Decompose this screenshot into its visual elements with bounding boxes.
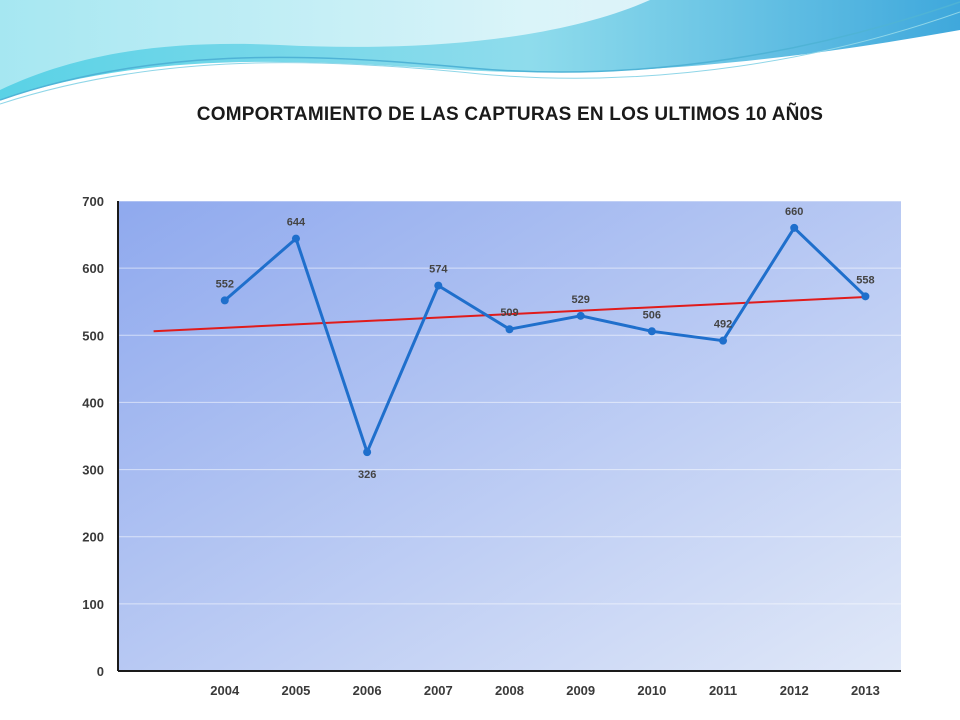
chart-title: COMPORTAMIENTO DE LAS CAPTURAS EN LOS UL… bbox=[196, 104, 824, 125]
data-point bbox=[363, 448, 372, 457]
y-tick-label: 0 bbox=[97, 664, 104, 679]
x-tick-label: 2011 bbox=[709, 683, 737, 698]
data-label: 644 bbox=[287, 217, 306, 229]
decorative-wave-header bbox=[0, 0, 960, 105]
data-point bbox=[576, 311, 585, 320]
data-label: 326 bbox=[358, 469, 376, 481]
data-point bbox=[647, 327, 656, 336]
data-point bbox=[291, 234, 300, 243]
y-tick-label: 400 bbox=[82, 395, 104, 410]
series-group bbox=[220, 223, 870, 457]
data-point bbox=[790, 223, 799, 232]
data-label: 506 bbox=[643, 309, 661, 321]
x-tick-label: 2004 bbox=[210, 683, 240, 698]
data-point bbox=[719, 336, 728, 345]
data-label: 558 bbox=[856, 274, 874, 286]
x-tick-label: 2010 bbox=[637, 683, 666, 698]
axes bbox=[117, 201, 901, 672]
x-tick-label: 2012 bbox=[780, 683, 809, 698]
series-line bbox=[223, 226, 867, 454]
data-point bbox=[434, 281, 443, 290]
y-tick-label: 500 bbox=[82, 328, 104, 343]
x-tick-label: 2013 bbox=[851, 683, 880, 698]
wave-line-2 bbox=[0, 11, 960, 105]
y-tick-label: 600 bbox=[82, 261, 104, 276]
data-point bbox=[505, 325, 514, 334]
x-tick-label: 2006 bbox=[353, 683, 382, 698]
data-label: 509 bbox=[500, 307, 518, 319]
y-tick-label: 200 bbox=[82, 530, 104, 545]
data-label: 574 bbox=[429, 264, 448, 276]
x-tick-label: 2008 bbox=[495, 683, 524, 698]
x-tick-label: 2007 bbox=[424, 683, 453, 698]
wave-shape-front bbox=[0, 0, 650, 90]
gridlines bbox=[118, 200, 901, 605]
x-tick-label: 2009 bbox=[566, 683, 595, 698]
data-label: 492 bbox=[714, 319, 732, 331]
data-point bbox=[861, 292, 870, 301]
data-label: 529 bbox=[572, 294, 590, 306]
data-label: 660 bbox=[785, 206, 803, 218]
x-axis-tick-labels: 2004 2005 2006 2007 2008 2009 2010 2011 2012 2013 bbox=[210, 683, 880, 698]
data-label: 552 bbox=[216, 278, 234, 290]
y-tick-label: 100 bbox=[82, 597, 104, 612]
y-tick-label: 700 bbox=[82, 194, 104, 209]
data-labels: 552 644 326 574 509 529 506 492 660 558 bbox=[216, 206, 875, 481]
x-tick-label: 2005 bbox=[281, 683, 310, 698]
y-tick-label: 300 bbox=[82, 463, 104, 478]
y-axis-tick-labels: 0 100 200 300 400 500 600 700 bbox=[82, 194, 104, 679]
plot-area bbox=[118, 201, 901, 671]
wave-line-1 bbox=[0, 1, 960, 101]
data-point bbox=[220, 296, 229, 305]
